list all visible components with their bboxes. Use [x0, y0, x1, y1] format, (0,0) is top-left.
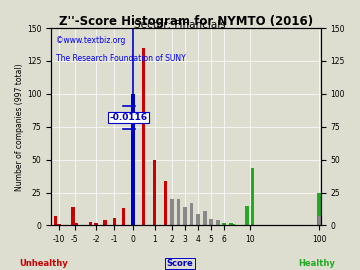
Bar	[113, 218, 116, 225]
Text: Unhealthy: Unhealthy	[19, 259, 68, 268]
Bar	[122, 208, 125, 225]
Bar	[75, 223, 78, 225]
Bar	[103, 220, 107, 225]
Text: Score: Score	[167, 259, 193, 268]
Text: The Research Foundation of SUNY: The Research Foundation of SUNY	[57, 54, 186, 63]
Bar	[190, 203, 193, 225]
Bar	[94, 223, 98, 225]
Bar	[131, 94, 135, 225]
Bar	[183, 207, 187, 225]
Bar	[251, 168, 255, 225]
Bar	[57, 224, 60, 225]
Bar	[54, 216, 58, 225]
Bar	[142, 48, 145, 225]
Bar	[210, 219, 213, 225]
Text: Sector: Financials: Sector: Financials	[134, 20, 226, 30]
Bar	[216, 220, 220, 225]
Title: Z''-Score Histogram for NYMTO (2016): Z''-Score Histogram for NYMTO (2016)	[59, 15, 313, 28]
Text: -0.0116: -0.0116	[109, 113, 148, 122]
Bar	[163, 181, 167, 225]
Bar	[318, 216, 321, 225]
Bar	[229, 223, 233, 225]
Bar	[153, 160, 156, 225]
Y-axis label: Number of companies (997 total): Number of companies (997 total)	[15, 63, 24, 191]
Bar	[222, 223, 226, 225]
Bar	[170, 199, 174, 225]
Bar	[89, 221, 93, 225]
Text: Healthy: Healthy	[298, 259, 335, 268]
Bar	[71, 207, 75, 225]
Bar	[246, 206, 249, 225]
Text: ©www.textbiz.org: ©www.textbiz.org	[57, 36, 126, 45]
Bar	[203, 211, 207, 225]
Bar	[177, 199, 180, 225]
Bar	[317, 193, 321, 225]
Bar	[232, 224, 235, 225]
Bar	[196, 214, 200, 225]
